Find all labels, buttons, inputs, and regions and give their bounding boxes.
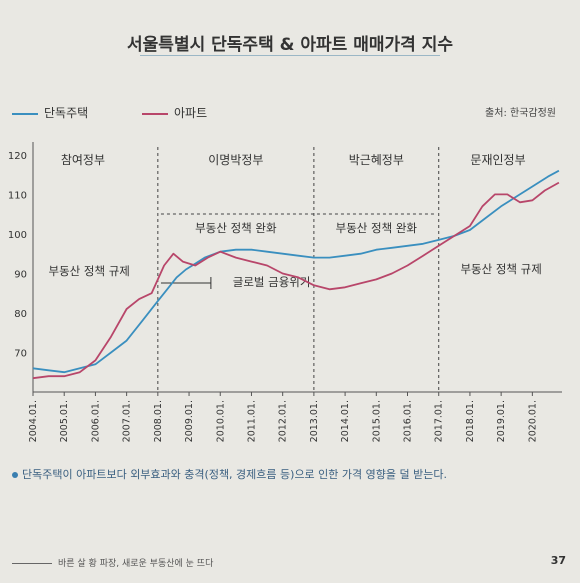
period-label: 참여정부 <box>61 153 105 167</box>
x-tick-label: 2019.01. <box>496 400 507 442</box>
x-tick-label: 2006.01. <box>90 400 101 442</box>
period-label: 박근혜정부 <box>349 153 404 167</box>
legend-label-apartment: 아파트 <box>174 106 208 120</box>
title-underline <box>140 55 440 56</box>
chart-series <box>32 169 560 380</box>
chart-title: 서울특별시 단독주택 & 아파트 매매가격 지수 <box>127 35 453 55</box>
page-number: 37 <box>550 554 566 567</box>
x-tick-label: 2016.01. <box>403 400 414 442</box>
y-tick-label: 100 <box>8 230 27 241</box>
chart-axes: 70 80 90 100 110 120 2004.01. 2005.01. 2006.01. 2… <box>8 142 562 442</box>
y-tick-label: 90 <box>14 269 27 280</box>
policy-tighten-label-2: 부동산 정책 규제 <box>460 262 541 276</box>
policy-ease-label-2: 부동산 정책 완화 <box>336 221 418 235</box>
period-dividers <box>157 147 440 392</box>
x-tick-label: 2010.01. <box>215 400 226 442</box>
x-tick-label: 2020.01. <box>527 400 538 442</box>
legend-item-detached: 단독주택 <box>12 104 88 121</box>
policy-tighten-label-1: 부동산 정책 규제 <box>48 264 129 278</box>
x-tick-label: 2015.01. <box>371 400 382 442</box>
x-tick-label: 2008.01. <box>153 400 164 442</box>
x-tick-label: 2013.01. <box>309 400 320 442</box>
bullet-dot-icon <box>12 472 18 478</box>
crisis-label: 글로벌 금융위기 <box>233 275 311 289</box>
x-tick-label: 2009.01. <box>184 400 195 442</box>
y-tick-label: 70 <box>14 348 27 359</box>
legend-item-apartment: 아파트 <box>142 104 207 121</box>
series-line-detached <box>32 169 560 374</box>
x-tick-label: 2011.01. <box>246 400 257 442</box>
series-line-apartment <box>32 181 560 380</box>
x-tick-label: 2004.01. <box>28 400 39 442</box>
running-footer: 바른 살 황 파장, 새로운 부동산에 눈 뜨다 <box>12 556 213 569</box>
x-tick-label: 2017.01. <box>434 400 445 442</box>
book-title: 바른 살 황 파장, 새로운 부동산에 눈 뜨다 <box>58 559 214 569</box>
footnote: 단독주택이 아파트보다 외부효과와 충격(정책, 경제흐름 등)으로 인한 가격… <box>12 466 447 482</box>
legend-swatch-detached <box>12 112 38 115</box>
y-tick-label: 110 <box>8 190 27 201</box>
x-tick-label: 2014.01. <box>340 400 351 442</box>
legend-swatch-apartment <box>142 112 168 115</box>
y-tick-label: 80 <box>14 309 27 320</box>
legend-label-detached: 단독주택 <box>44 106 89 120</box>
footnote-text: 단독주택이 아파트보다 외부효과와 충격(정책, 경제흐름 등)으로 인한 가격… <box>22 468 447 481</box>
source-label: 출처: 한국감정원 <box>485 108 556 119</box>
policy-ease-label-1: 부동산 정책 완화 <box>195 221 277 235</box>
footer-rule <box>12 563 52 564</box>
x-tick-label: 2005.01. <box>59 400 70 442</box>
x-tick-label: 2018.01. <box>465 400 476 442</box>
x-tick-label: 2012.01. <box>278 400 289 442</box>
period-label: 문재인정부 <box>470 153 525 167</box>
x-tick-label: 2007.01. <box>122 400 133 442</box>
period-label: 이명박정부 <box>208 153 263 167</box>
y-tick-label: 120 <box>8 151 27 162</box>
